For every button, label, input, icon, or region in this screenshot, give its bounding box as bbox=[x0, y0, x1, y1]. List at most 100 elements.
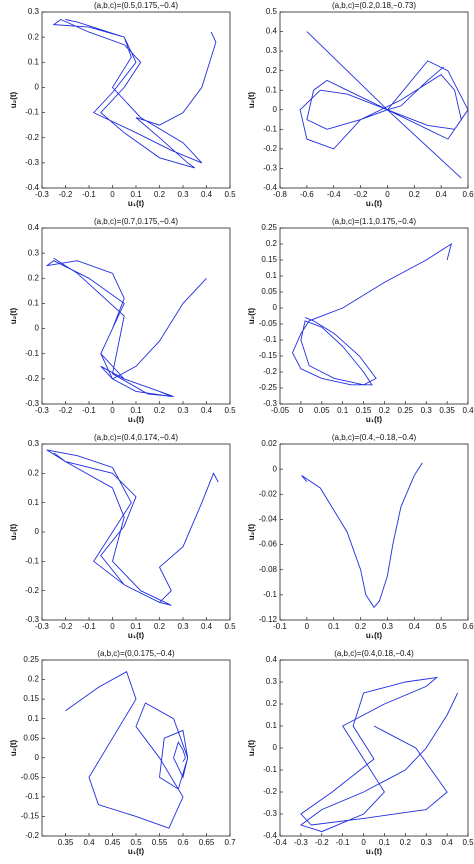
y-tick-label: 0.1 bbox=[28, 57, 40, 66]
x-tick-label: 0.1 bbox=[130, 622, 142, 631]
y-tick-label: 0.3 bbox=[266, 46, 278, 55]
trajectory bbox=[292, 243, 453, 386]
x-axis-label: u₁(t) bbox=[128, 415, 145, 424]
trajectory bbox=[46, 257, 207, 397]
y-tick-label: -0.05 bbox=[259, 319, 278, 328]
y-tick-label: 0.1 bbox=[266, 85, 278, 94]
trajectory bbox=[46, 449, 219, 606]
y-tick-label: -0.15 bbox=[259, 351, 278, 360]
y-tick-label: 0.2 bbox=[266, 239, 278, 248]
y-tick-label: -0.06 bbox=[259, 540, 278, 549]
x-axis-label: u₁(t) bbox=[366, 631, 383, 640]
y-tick-label: 0 bbox=[273, 105, 278, 114]
trajectory bbox=[52, 18, 217, 169]
y-tick-label: -0.2 bbox=[263, 144, 277, 153]
y-tick-label: 0.1 bbox=[28, 299, 40, 308]
x-tick-label: 0.6 bbox=[177, 838, 189, 847]
y-axis-label: u₂(t) bbox=[247, 739, 256, 756]
panel-title: (a,b,c)=(0.7,0.175,−0.4) bbox=[94, 217, 178, 226]
y-tick-label: 0 bbox=[273, 303, 278, 312]
y-tick-label: 0.4 bbox=[28, 223, 40, 232]
x-tick-label: -0.4 bbox=[273, 838, 287, 847]
y-tick-label: 0.3 bbox=[28, 439, 40, 448]
y-tick-label: 0.3 bbox=[28, 7, 40, 16]
x-tick-label: 0.1 bbox=[130, 406, 142, 415]
x-tick-label: 0.4 bbox=[462, 406, 474, 415]
x-tick-label: -0.2 bbox=[354, 190, 368, 199]
y-tick-label: -0.1 bbox=[25, 556, 39, 565]
x-tick-label: 0.4 bbox=[201, 622, 213, 631]
y-tick-label: -0.1 bbox=[25, 792, 39, 801]
trajectory bbox=[301, 462, 423, 609]
y-tick-label: -0.2 bbox=[25, 831, 39, 840]
y-axis-label: u₂(t) bbox=[247, 91, 256, 108]
panel-title: (a,b,c)=(0,0.175,−0.4) bbox=[97, 649, 175, 658]
x-axis-label: u₁(t) bbox=[366, 415, 383, 424]
y-tick-label: 0.2 bbox=[28, 32, 40, 41]
x-tick-label: -0.3 bbox=[35, 406, 49, 415]
x-tick-label: 0 bbox=[110, 406, 115, 415]
x-tick-label: 0.3 bbox=[177, 406, 189, 415]
y-axis-label: u₂(t) bbox=[247, 307, 256, 324]
x-tick-label: 0.5 bbox=[224, 190, 236, 199]
y-tick-label: -0.2 bbox=[25, 133, 39, 142]
x-tick-label: 0.2 bbox=[355, 622, 367, 631]
x-tick-label: 0.2 bbox=[154, 406, 166, 415]
y-tick-label: -0.3 bbox=[263, 164, 277, 173]
y-tick-label: -0.04 bbox=[259, 515, 278, 524]
y-axis-label: u₂(t) bbox=[9, 523, 18, 540]
y-tick-label: 0.3 bbox=[28, 248, 40, 257]
y-tick-label: -0.4 bbox=[25, 183, 39, 192]
y-tick-label: -0.4 bbox=[263, 183, 277, 192]
x-tick-label: 0.4 bbox=[201, 406, 213, 415]
x-tick-label: 0.55 bbox=[152, 838, 168, 847]
x-tick-label: 0 bbox=[110, 622, 115, 631]
x-tick-label: 0.5 bbox=[224, 622, 236, 631]
axes-frame bbox=[279, 443, 469, 621]
y-tick-label: 0 bbox=[35, 83, 40, 92]
y-axis-label: u₂(t) bbox=[9, 307, 18, 324]
x-tick-label: -0.3 bbox=[294, 838, 308, 847]
trajectory bbox=[299, 31, 469, 179]
y-tick-label: 0.05 bbox=[23, 733, 39, 742]
x-tick-label: -0.4 bbox=[327, 190, 341, 199]
axes-frame bbox=[41, 659, 231, 837]
axes-frame bbox=[41, 443, 231, 621]
y-tick-label: 0.2 bbox=[266, 66, 278, 75]
y-tick-label: -0.3 bbox=[263, 399, 277, 408]
x-tick-label: 0.4 bbox=[83, 838, 95, 847]
x-tick-label: -0.2 bbox=[59, 406, 73, 415]
y-tick-label: 0.4 bbox=[266, 27, 278, 36]
x-tick-label: 0.1 bbox=[130, 190, 142, 199]
y-tick-label: 0.25 bbox=[261, 223, 277, 232]
x-tick-label: 0.4 bbox=[442, 838, 454, 847]
y-tick-label: 0 bbox=[35, 324, 40, 333]
x-tick-label: -0.1 bbox=[273, 622, 287, 631]
y-axis-label: u₂(t) bbox=[9, 91, 18, 108]
x-tick-label: 0.3 bbox=[177, 622, 189, 631]
y-tick-label: -0.2 bbox=[263, 367, 277, 376]
axes-frame bbox=[41, 227, 231, 405]
panel-title: (a,b,c)=(0.4,−0.18,−0.4) bbox=[332, 433, 417, 442]
y-tick-label: -0.3 bbox=[25, 399, 39, 408]
x-tick-label: -0.2 bbox=[315, 838, 329, 847]
y-tick-label: -0.08 bbox=[259, 565, 278, 574]
x-tick-label: 0.5 bbox=[436, 622, 448, 631]
y-tick-label: -0.1 bbox=[263, 124, 277, 133]
x-axis-label: u₁(t) bbox=[128, 631, 145, 640]
x-tick-label: 0.5 bbox=[130, 838, 142, 847]
x-tick-label: 0.05 bbox=[314, 406, 330, 415]
x-tick-label: 0.5 bbox=[224, 406, 236, 415]
x-axis-label: u₁(t) bbox=[128, 199, 145, 208]
x-tick-label: 0.6 bbox=[462, 190, 474, 199]
y-tick-label: 0.2 bbox=[266, 699, 278, 708]
y-tick-label: 0.15 bbox=[261, 255, 277, 264]
x-tick-label: 0 bbox=[299, 406, 304, 415]
x-tick-label: 0.4 bbox=[409, 622, 421, 631]
y-tick-label: -0.3 bbox=[263, 809, 277, 818]
x-tick-label: 0.2 bbox=[154, 622, 166, 631]
x-tick-label: 0.2 bbox=[379, 406, 391, 415]
x-tick-label: -0.1 bbox=[82, 622, 96, 631]
x-tick-label: 0.65 bbox=[199, 838, 215, 847]
panel-title: (a,b,c)=(0.4,0.174,−0.4) bbox=[94, 433, 178, 442]
